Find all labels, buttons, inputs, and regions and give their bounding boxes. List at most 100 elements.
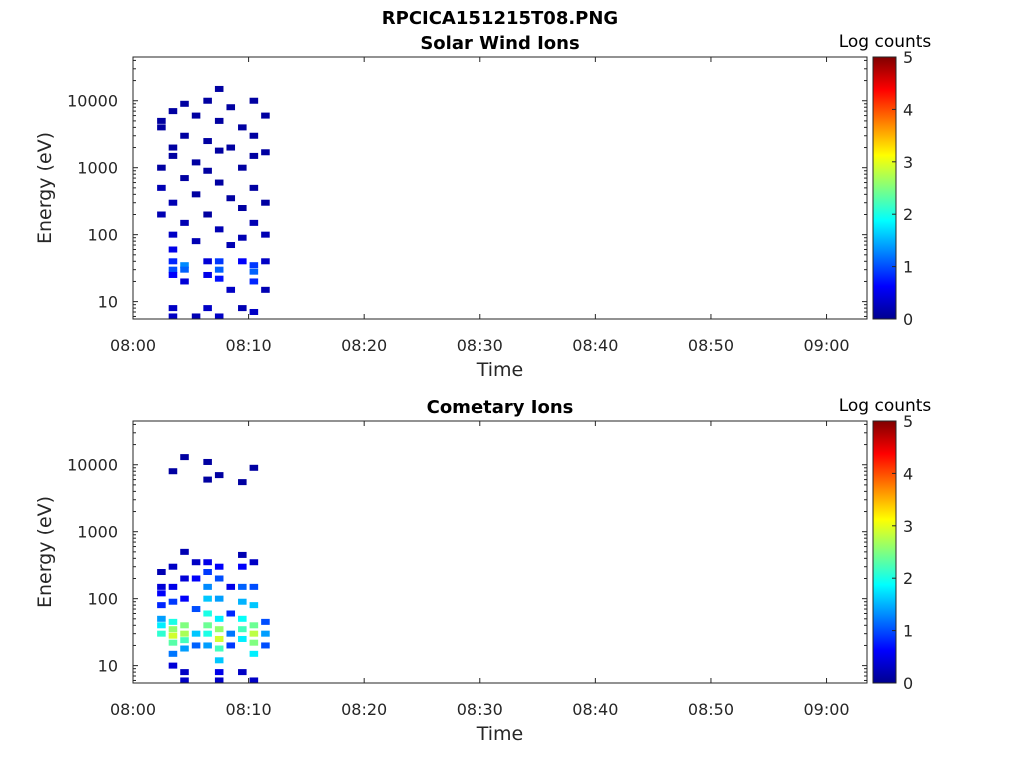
heatmap-cell — [180, 262, 189, 269]
panel-solar-wind: 08:00 08:10 08:20 08:30 08:40 08:50 09:0010100… — [34, 32, 931, 381]
x-tick-label: 08:10 — [226, 336, 272, 355]
heatmap-cell — [214, 575, 224, 582]
heatmap-cell — [214, 657, 224, 664]
plot-area — [133, 421, 867, 683]
x-tick-label: 09:00 — [803, 700, 849, 719]
heatmap-cell — [180, 677, 189, 684]
x-axis-label: Time — [476, 723, 524, 745]
heatmap-cell — [214, 677, 224, 684]
heatmap-cell — [261, 199, 270, 206]
heatmap-cell — [214, 595, 224, 602]
heatmap-cell — [180, 575, 189, 582]
heatmap-cell — [203, 559, 212, 566]
heatmap-cell — [157, 211, 166, 218]
heatmap-cell — [261, 231, 270, 238]
heatmap-cell — [214, 635, 224, 642]
x-tick-label: 08:10 — [226, 700, 272, 719]
heatmap-cell — [203, 595, 212, 602]
heatmap-cell — [203, 476, 212, 483]
x-tick-label: 09:00 — [803, 336, 849, 355]
heatmap-cell — [168, 271, 178, 278]
heatmap-cell — [214, 645, 224, 652]
x-tick-label: 08:50 — [688, 700, 734, 719]
heatmap-cell — [249, 184, 259, 191]
heatmap-cell — [203, 271, 212, 278]
x-tick-label: 08:20 — [341, 700, 387, 719]
heatmap-cell — [249, 97, 259, 104]
heatmap-cell — [180, 645, 189, 652]
y-tick-label: 100 — [87, 226, 118, 245]
heatmap-cell — [203, 138, 212, 145]
heatmap-cell — [226, 144, 236, 151]
heatmap-cell — [203, 458, 212, 465]
heatmap-cell — [168, 108, 178, 115]
colorbar-tick-label: 4 — [903, 464, 913, 483]
heatmap-cell — [180, 595, 189, 602]
heatmap-cell — [214, 117, 224, 124]
y-tick-label: 1000 — [77, 523, 118, 542]
heatmap-cell — [249, 583, 259, 590]
heatmap-cell — [180, 622, 189, 629]
heatmap-cell — [203, 583, 212, 590]
heatmap-cell — [261, 149, 270, 156]
panel-cometary: 08:00 08:10 08:20 08:30 08:40 08:50 09:0010100… — [34, 396, 931, 745]
heatmap-cell — [180, 548, 189, 555]
colorbar-tick-label: 3 — [903, 517, 913, 536]
heatmap-cell — [203, 630, 212, 637]
heatmap-cell — [191, 559, 201, 566]
heatmap-cell — [238, 258, 247, 265]
heatmap-cell — [249, 132, 259, 139]
heatmap-cell — [180, 100, 189, 107]
heatmap-cell — [191, 191, 201, 198]
y-tick-label: 100 — [87, 590, 118, 609]
colorbar-tick-label: 5 — [903, 48, 913, 67]
colorbar-tick-label: 2 — [903, 569, 913, 588]
heatmap-cell — [226, 630, 236, 637]
heatmap-cell — [203, 610, 212, 617]
heatmap-cell — [180, 637, 189, 644]
heatmap-cell — [226, 242, 236, 249]
heatmap-cell — [180, 454, 189, 461]
heatmap-cell — [203, 211, 212, 218]
heatmap-cell — [157, 184, 166, 191]
heatmap-cell — [249, 262, 259, 269]
colorbar-gradient — [872, 56, 897, 320]
heatmap-cell — [226, 104, 236, 111]
heatmap-cell — [226, 642, 236, 649]
heatmap-cell — [157, 583, 166, 590]
heatmap-cell — [214, 266, 224, 273]
x-tick-label: 08:00 — [110, 336, 156, 355]
colorbar-tick-label: 0 — [903, 674, 913, 693]
heatmap-cell — [261, 112, 270, 119]
heatmap-cell — [180, 266, 189, 273]
x-tick-label: 08:50 — [688, 336, 734, 355]
heatmap-cell — [168, 583, 178, 590]
heatmap-cell — [157, 590, 166, 597]
heatmap-cell — [238, 124, 247, 131]
heatmap-cell — [203, 258, 212, 265]
heatmap-cell — [214, 626, 224, 633]
heatmap-cell — [180, 669, 189, 676]
x-tick-label: 08:00 — [110, 700, 156, 719]
heatmap-cell — [191, 575, 201, 582]
heatmap-cell — [238, 164, 247, 171]
heatmap-cell — [249, 152, 259, 159]
heatmap-cell — [191, 630, 201, 637]
heatmap-cell — [168, 246, 178, 253]
heatmap-cell — [203, 97, 212, 104]
heatmap-cell — [203, 622, 212, 629]
heatmap-cell — [180, 132, 189, 139]
colorbar-label: Log counts — [839, 32, 932, 52]
heatmap-cell — [157, 124, 166, 131]
heatmap-cell — [191, 642, 201, 649]
heatmap-cell — [168, 231, 178, 238]
heatmap-cell — [157, 630, 166, 637]
panel-title: Cometary Ions — [427, 397, 574, 418]
heatmap-cell — [168, 468, 178, 475]
heatmap-cell — [261, 618, 270, 625]
x-tick-label: 08:30 — [457, 700, 503, 719]
colorbar-tick-label: 1 — [903, 258, 913, 277]
figure-title: RPCICA151215T08.PNG — [382, 8, 618, 29]
heatmap-cell — [238, 635, 247, 642]
